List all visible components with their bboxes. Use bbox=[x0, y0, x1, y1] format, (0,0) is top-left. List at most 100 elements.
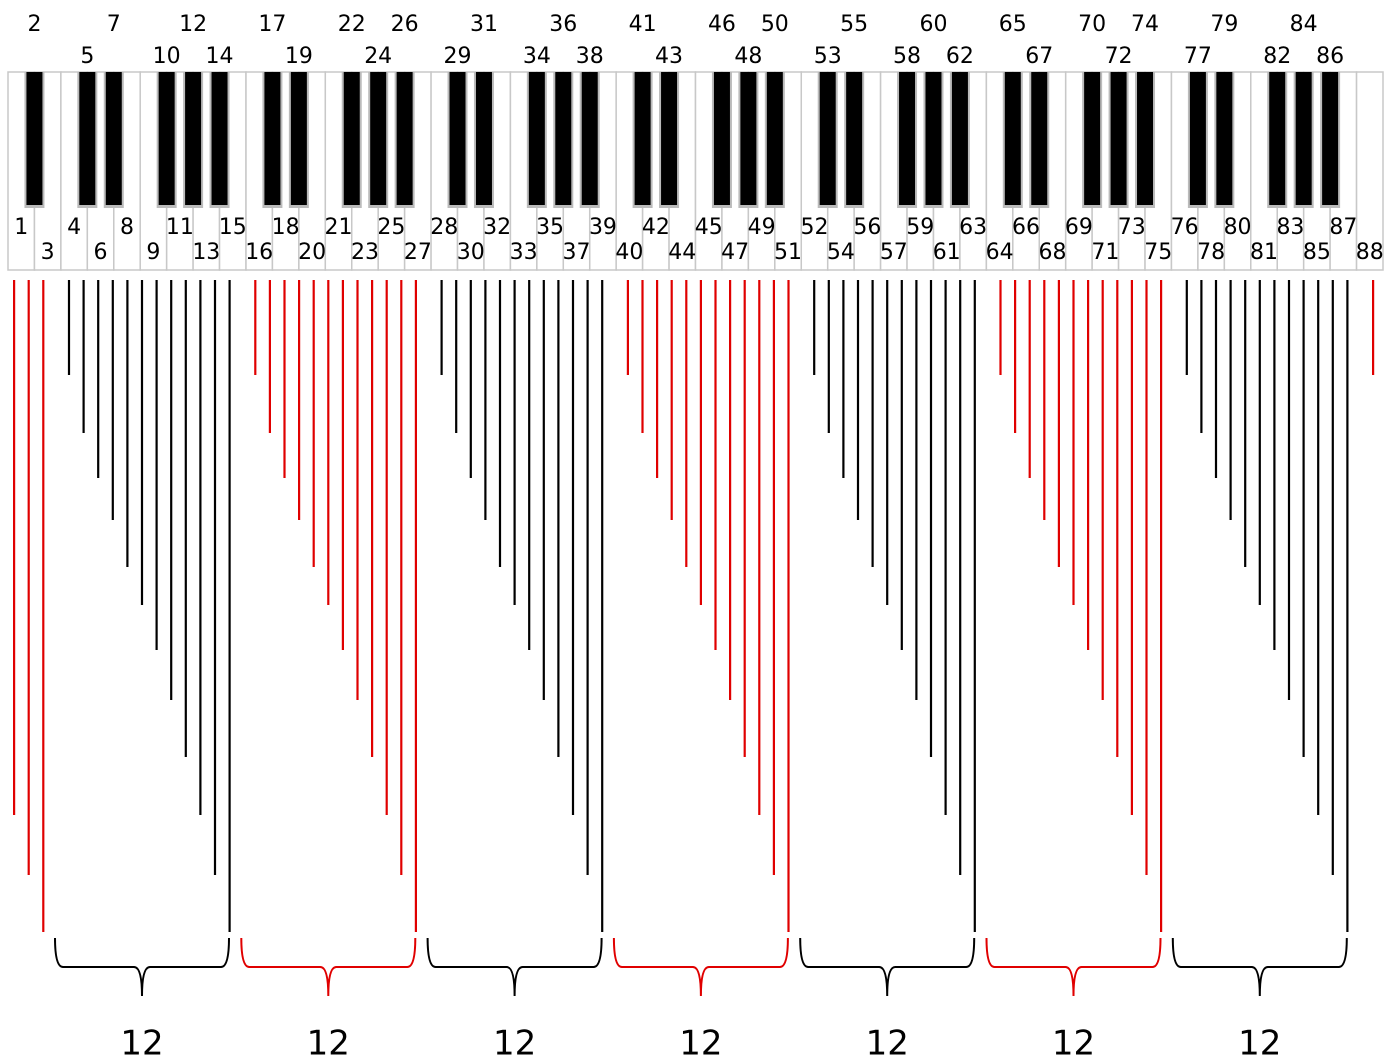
black-key bbox=[1295, 72, 1312, 205]
group-label: 12 bbox=[866, 1024, 909, 1063]
black-key bbox=[925, 72, 942, 205]
black-key-label: 53 bbox=[814, 44, 842, 69]
black-key-label: 86 bbox=[1316, 44, 1344, 69]
white-key-label: 54 bbox=[827, 240, 855, 265]
white-key-label: 88 bbox=[1356, 240, 1384, 265]
black-key-label: 26 bbox=[391, 12, 419, 37]
black-key-label: 72 bbox=[1105, 44, 1133, 69]
black-key bbox=[475, 72, 492, 205]
black-key bbox=[555, 72, 572, 205]
group-brace bbox=[612, 937, 789, 997]
white-key-label: 35 bbox=[536, 215, 564, 240]
white-key-label: 23 bbox=[351, 240, 379, 265]
white-key-label: 37 bbox=[563, 240, 591, 265]
black-key-label: 62 bbox=[946, 44, 974, 69]
white-key-label: 1 bbox=[14, 215, 28, 240]
white-key-label: 39 bbox=[589, 215, 617, 240]
black-key-label: 43 bbox=[655, 44, 683, 69]
white-key-label: 3 bbox=[41, 240, 55, 265]
black-key bbox=[290, 72, 307, 205]
black-key-label: 22 bbox=[338, 12, 366, 37]
black-key-label: 82 bbox=[1263, 44, 1291, 69]
black-key bbox=[766, 72, 783, 205]
black-key bbox=[343, 72, 360, 205]
black-key-label: 55 bbox=[840, 12, 868, 37]
white-key-label: 80 bbox=[1224, 215, 1252, 240]
black-key bbox=[79, 72, 96, 205]
black-key bbox=[211, 72, 228, 205]
white-key-label: 83 bbox=[1276, 215, 1304, 240]
white-key-label: 68 bbox=[1038, 240, 1066, 265]
black-key-label: 36 bbox=[549, 12, 577, 37]
black-key bbox=[1322, 72, 1339, 205]
black-key-label: 84 bbox=[1290, 12, 1318, 37]
white-key-label: 25 bbox=[377, 215, 405, 240]
black-key bbox=[581, 72, 598, 205]
group-brace bbox=[799, 937, 976, 997]
black-key bbox=[26, 72, 43, 205]
white-key-label: 27 bbox=[404, 240, 432, 265]
black-key-label: 14 bbox=[206, 44, 234, 69]
black-key bbox=[1004, 72, 1021, 205]
white-key-label: 21 bbox=[325, 215, 353, 240]
black-key-label: 60 bbox=[919, 12, 947, 37]
group-label: 12 bbox=[1238, 1024, 1281, 1063]
black-key bbox=[158, 72, 175, 205]
black-key-label: 38 bbox=[576, 44, 604, 69]
black-key bbox=[740, 72, 757, 205]
white-key-label: 87 bbox=[1329, 215, 1357, 240]
white-key-label: 69 bbox=[1065, 215, 1093, 240]
black-key bbox=[1189, 72, 1206, 205]
black-key-label: 5 bbox=[80, 44, 94, 69]
white-key-label: 15 bbox=[219, 215, 247, 240]
white-key-label: 85 bbox=[1303, 240, 1331, 265]
white-key-label: 51 bbox=[774, 240, 802, 265]
black-key bbox=[396, 72, 413, 205]
white-key-label: 81 bbox=[1250, 240, 1278, 265]
black-key bbox=[1084, 72, 1101, 205]
white-key-label: 56 bbox=[853, 215, 881, 240]
group-label: 12 bbox=[679, 1024, 722, 1063]
black-key-label: 24 bbox=[364, 44, 392, 69]
white-key-label: 16 bbox=[245, 240, 273, 265]
black-key-label: 50 bbox=[761, 12, 789, 37]
white-key-label: 73 bbox=[1118, 215, 1146, 240]
white-key-label: 9 bbox=[146, 240, 160, 265]
black-key bbox=[105, 72, 122, 205]
black-key bbox=[449, 72, 466, 205]
white-key-label: 59 bbox=[906, 215, 934, 240]
black-key-label: 79 bbox=[1210, 12, 1238, 37]
black-key-label: 31 bbox=[470, 12, 498, 37]
white-key-label: 40 bbox=[615, 240, 643, 265]
group-brace bbox=[54, 937, 230, 997]
white-key-label: 33 bbox=[510, 240, 538, 265]
group-label: 12 bbox=[1052, 1024, 1095, 1063]
white-key-label: 42 bbox=[642, 215, 670, 240]
group-brace bbox=[426, 937, 603, 997]
black-key bbox=[899, 72, 916, 205]
black-key-label: 48 bbox=[734, 44, 762, 69]
black-key-label: 77 bbox=[1184, 44, 1212, 69]
black-key-label: 10 bbox=[153, 44, 181, 69]
white-key-label: 4 bbox=[67, 215, 81, 240]
group-label: 12 bbox=[120, 1024, 163, 1063]
white-key-label: 18 bbox=[272, 215, 300, 240]
black-key bbox=[1216, 72, 1233, 205]
white-key-label: 28 bbox=[430, 215, 458, 240]
white-key-label: 30 bbox=[457, 240, 485, 265]
black-key bbox=[264, 72, 281, 205]
black-key-label: 74 bbox=[1131, 12, 1159, 37]
white-key-label: 13 bbox=[192, 240, 220, 265]
white-key-label: 76 bbox=[1171, 215, 1199, 240]
group-brace bbox=[985, 937, 1162, 997]
black-key-label: 70 bbox=[1078, 12, 1106, 37]
black-key bbox=[185, 72, 202, 205]
black-key bbox=[1110, 72, 1127, 205]
white-key-label: 61 bbox=[933, 240, 961, 265]
black-key-label: 19 bbox=[285, 44, 313, 69]
black-key bbox=[528, 72, 545, 205]
black-key-label: 2 bbox=[27, 12, 41, 37]
black-key bbox=[846, 72, 863, 205]
group-brace bbox=[1171, 937, 1348, 997]
